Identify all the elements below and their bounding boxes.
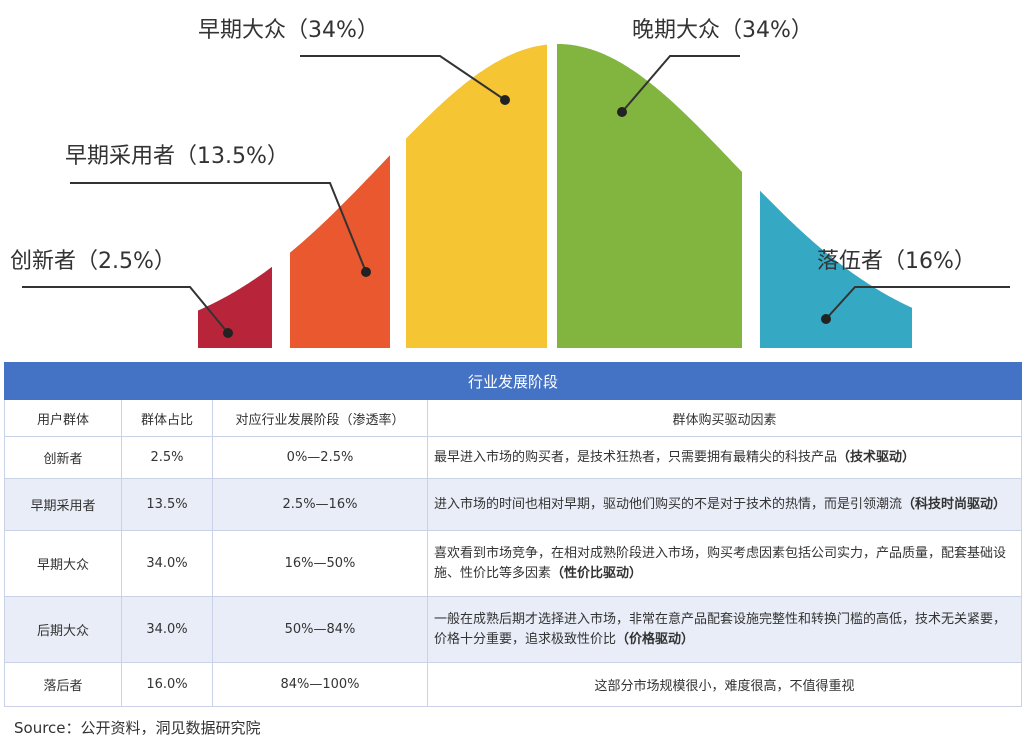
- industry-stage-table: 行业发展阶段 用户群体 群体占比 对应行业发展阶段（渗透率） 群体购买驱动因素 …: [4, 362, 1022, 707]
- callout-dot-3: [500, 95, 510, 105]
- driver-label: （技术驱动）: [837, 449, 916, 465]
- table-title: 行业发展阶段: [4, 362, 1022, 400]
- cell-stage: 50%—84%: [212, 596, 428, 663]
- callout-dot-4: [617, 107, 627, 117]
- cell-share: 16.0%: [121, 662, 213, 707]
- table-row: 早期大众 34.0% 16%—50% 喜欢看到市场竞争，在相对成熟阶段进入市场，…: [4, 530, 1022, 597]
- cell-group: 早期大众: [4, 530, 122, 597]
- header-stage: 对应行业发展阶段（渗透率）: [212, 399, 428, 437]
- cell-stage: 2.5%—16%: [212, 478, 428, 531]
- callout-line-4: [621, 55, 740, 113]
- cell-stage: 0%—2.5%: [212, 436, 428, 479]
- source-note: Source：公开资料，洞见数据研究院: [14, 719, 261, 737]
- cell-group: 后期大众: [4, 596, 122, 663]
- driver-label: （科技时尚驱动）: [902, 496, 1007, 512]
- factor-text: 进入市场的时间也相对早期，驱动他们购买的不是对于技术的热情，而是引领潮流: [434, 496, 903, 512]
- segment-label-4: 晚期大众（34%）: [632, 18, 813, 43]
- segment-5: [760, 190, 912, 348]
- callout-line-2: [70, 182, 367, 273]
- segment-label-5: 落伍者（16%）: [817, 249, 976, 274]
- factor-text: 最早进入市场的购买者，是技术狂热者，只需要拥有最精尖的科技产品: [434, 449, 838, 465]
- cell-factor: 最早进入市场的购买者，是技术狂热者，只需要拥有最精尖的科技产品（技术驱动）: [427, 436, 1022, 479]
- cell-factor: 一般在成熟后期才选择进入市场，非常在意产品配套设施完整性和转换门槛的高低，技术无…: [427, 596, 1022, 663]
- callout-dot-1: [223, 328, 233, 338]
- segment-4: [557, 44, 742, 348]
- cell-share: 13.5%: [121, 478, 213, 531]
- header-share: 群体占比: [121, 399, 213, 437]
- segment-label-3: 早期大众（34%）: [198, 18, 379, 43]
- table-row: 早期采用者 13.5% 2.5%—16% 进入市场的时间也相对早期，驱动他们购买…: [4, 478, 1022, 531]
- table-row: 创新者 2.5% 0%—2.5% 最早进入市场的购买者，是技术狂热者，只需要拥有…: [4, 436, 1022, 479]
- cell-group: 创新者: [4, 436, 122, 479]
- cell-factor: 这部分市场规模很小，难度很高，不值得重视: [427, 662, 1022, 707]
- cell-group: 早期采用者: [4, 478, 122, 531]
- segment-2: [290, 155, 390, 348]
- segment-1: [198, 266, 272, 348]
- callout-line-5: [825, 286, 1010, 320]
- cell-share: 34.0%: [121, 530, 213, 597]
- cell-stage: 84%—100%: [212, 662, 428, 707]
- callout-dot-2: [361, 267, 371, 277]
- callout-dot-5: [821, 314, 831, 324]
- cell-share: 34.0%: [121, 596, 213, 663]
- segment-label-2: 早期采用者（13.5%）: [65, 144, 289, 169]
- factor-text: 这部分市场规模很小，难度很高，不值得重视: [594, 679, 855, 694]
- cell-factor: 喜欢看到市场竞争，在相对成熟阶段进入市场，购买考虑因素包括公司实力，产品质量，配…: [427, 530, 1022, 597]
- cell-share: 2.5%: [121, 436, 213, 479]
- cell-group: 落后者: [4, 662, 122, 707]
- table-row: 后期大众 34.0% 50%—84% 一般在成熟后期才选择进入市场，非常在意产品…: [4, 596, 1022, 663]
- driver-label: （性价比驱动）: [551, 565, 643, 581]
- callout-line-3: [300, 55, 506, 101]
- segment-3: [406, 44, 547, 348]
- table-row: 落后者 16.0% 84%—100% 这部分市场规模很小，难度很高，不值得重视: [4, 662, 1022, 707]
- driver-label: （价格驱动）: [616, 631, 695, 647]
- adoption-curve-chart: 创新者（2.5%） 早期采用者（13.5%） 早期大众（34%） 晚期大众（34%） 落…: [10, 18, 1010, 348]
- header-factor: 群体购买驱动因素: [427, 399, 1022, 437]
- header-group: 用户群体: [4, 399, 122, 437]
- callout-line-1: [22, 286, 229, 334]
- cell-factor: 进入市场的时间也相对早期，驱动他们购买的不是对于技术的热情，而是引领潮流（科技时…: [427, 478, 1022, 531]
- cell-stage: 16%—50%: [212, 530, 428, 597]
- factor-text: 喜欢看到市场竞争，在相对成熟阶段进入市场，购买考虑因素包括公司实力，产品质量，配…: [434, 545, 1007, 581]
- factor-text: 一般在成熟后期才选择进入市场，非常在意产品配套设施完整性和转换门槛的高低，技术无…: [434, 611, 1007, 647]
- segment-label-1: 创新者（2.5%）: [10, 249, 176, 274]
